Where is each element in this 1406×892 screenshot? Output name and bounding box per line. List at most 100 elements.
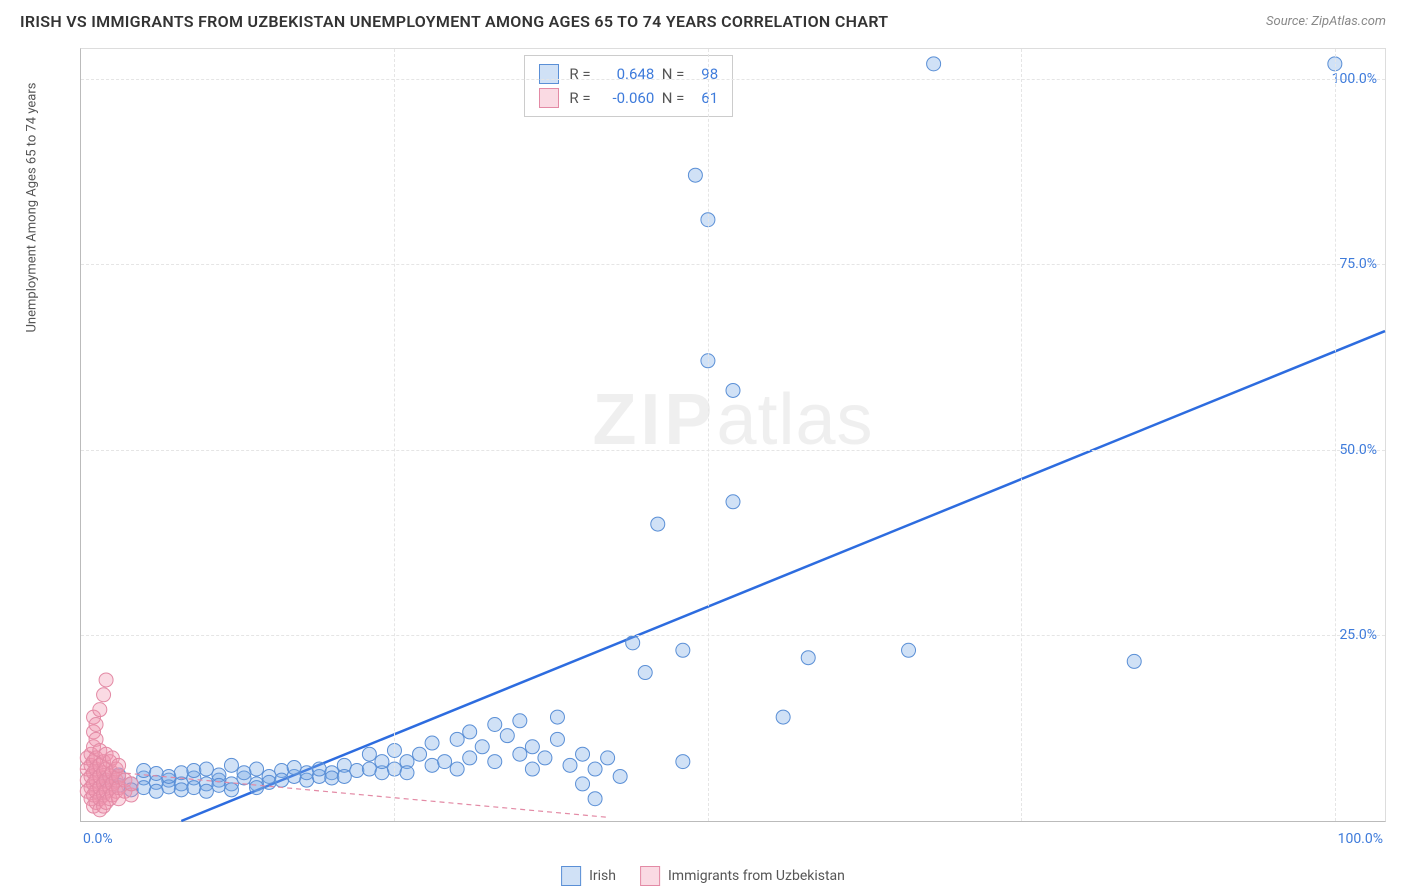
data-point <box>362 762 376 776</box>
y-tick-label: 25.0% <box>1339 627 1377 643</box>
data-point <box>149 766 163 780</box>
data-point <box>475 740 489 754</box>
data-point <box>726 383 740 397</box>
data-point <box>500 729 514 743</box>
y-axis-label: Unemployment Among Ages 65 to 74 years <box>25 83 40 333</box>
data-point <box>563 758 577 772</box>
data-point <box>375 755 389 769</box>
data-point <box>525 740 539 754</box>
legend-item: Irish <box>561 866 616 886</box>
data-point <box>463 725 477 739</box>
chart-area: Unemployment Among Ages 65 to 74 years Z… <box>50 48 1386 852</box>
data-point <box>588 792 602 806</box>
h-gridline <box>81 450 1385 451</box>
data-point <box>325 771 339 785</box>
stat-n-uzbekistan: 61 <box>688 86 718 110</box>
data-point <box>488 718 502 732</box>
data-point <box>601 751 615 765</box>
scatter-svg <box>81 49 1385 821</box>
swatch-uzbekistan <box>539 88 559 108</box>
legend-label: Immigrants from Uzbekistan <box>668 868 845 884</box>
data-point <box>626 636 640 650</box>
data-point <box>149 784 163 798</box>
data-point <box>576 747 590 761</box>
data-point <box>199 762 213 776</box>
data-point <box>927 57 941 71</box>
data-point <box>174 783 188 797</box>
data-point <box>801 651 815 665</box>
data-point <box>588 762 602 776</box>
data-point <box>776 710 790 724</box>
h-gridline <box>81 635 1385 636</box>
data-point <box>400 766 414 780</box>
data-point <box>550 710 564 724</box>
stats-legend: R = 0.648 N = 98 R = -0.060 N = 61 <box>524 55 733 117</box>
data-point <box>212 778 226 792</box>
data-point <box>463 751 477 765</box>
data-point <box>576 777 590 791</box>
data-point <box>112 758 126 772</box>
data-point <box>450 762 464 776</box>
data-point <box>726 495 740 509</box>
legend-item: Immigrants from Uzbekistan <box>640 866 845 886</box>
trend-line <box>181 331 1385 821</box>
data-point <box>337 769 351 783</box>
data-point <box>488 755 502 769</box>
data-point <box>525 762 539 776</box>
swatch-irish <box>539 64 559 84</box>
data-point <box>425 758 439 772</box>
x-tick-max: 100.0% <box>1338 831 1383 847</box>
plot-region: ZIPatlas R = 0.648 N = 98 R = -0.060 N =… <box>80 48 1386 822</box>
data-point <box>224 783 238 797</box>
legend-swatch <box>640 866 660 886</box>
data-point <box>550 732 564 746</box>
data-point <box>89 718 103 732</box>
v-gridline <box>708 49 709 821</box>
x-tick-min: 0.0% <box>83 831 113 847</box>
data-point <box>99 673 113 687</box>
data-point <box>651 517 665 531</box>
data-point <box>300 766 314 780</box>
data-point <box>425 736 439 750</box>
stat-r-uzbekistan: -0.060 <box>594 86 654 110</box>
data-point <box>538 751 552 765</box>
data-point <box>1127 654 1141 668</box>
data-point <box>413 747 427 761</box>
data-point <box>688 168 702 182</box>
data-point <box>287 761 301 775</box>
data-point <box>187 764 201 778</box>
data-point <box>676 643 690 657</box>
data-point <box>250 781 264 795</box>
chart-title: IRISH VS IMMIGRANTS FROM UZBEKISTAN UNEM… <box>20 12 888 31</box>
data-point <box>224 758 238 772</box>
data-point <box>93 703 107 717</box>
data-point <box>137 781 151 795</box>
data-point <box>237 766 251 780</box>
data-point <box>250 762 264 776</box>
data-point <box>362 747 376 761</box>
data-point <box>350 764 364 778</box>
data-point <box>638 666 652 680</box>
data-point <box>312 762 326 776</box>
stats-row-uzbekistan: R = -0.060 N = 61 <box>539 86 718 110</box>
stat-r-irish: 0.648 <box>594 62 654 86</box>
source-label: Source: ZipAtlas.com <box>1266 14 1386 29</box>
data-point <box>275 773 289 787</box>
h-gridline <box>81 79 1385 80</box>
data-point <box>199 784 213 798</box>
data-point <box>97 688 111 702</box>
stat-n-irish: 98 <box>688 62 718 86</box>
y-tick-label: 75.0% <box>1339 256 1377 272</box>
v-gridline <box>394 49 395 821</box>
data-point <box>676 755 690 769</box>
legend-swatch <box>561 866 581 886</box>
v-gridline <box>1335 49 1336 821</box>
data-point <box>124 777 138 791</box>
data-point <box>513 714 527 728</box>
legend-label: Irish <box>589 868 616 884</box>
data-point <box>613 769 627 783</box>
v-gridline <box>1021 49 1022 821</box>
h-gridline <box>81 264 1385 265</box>
data-point <box>513 747 527 761</box>
data-point <box>902 643 916 657</box>
